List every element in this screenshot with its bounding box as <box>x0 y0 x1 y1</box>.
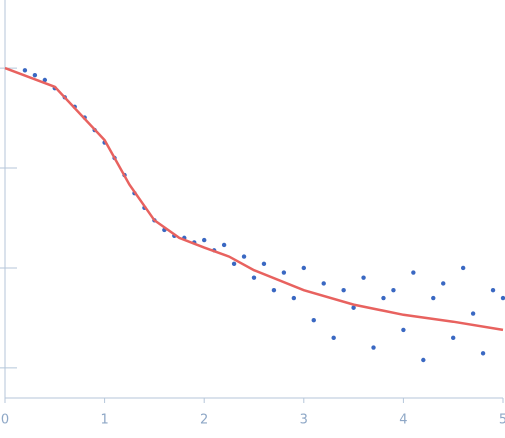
data-point <box>22 68 28 73</box>
data-point <box>460 265 466 271</box>
data-point <box>500 295 505 301</box>
x-tick-label: 1 <box>100 413 108 428</box>
data-point <box>480 351 486 356</box>
x-tick-label: 3 <box>300 413 308 428</box>
data-point <box>221 242 227 248</box>
data-point <box>261 261 267 267</box>
data-point <box>451 335 456 341</box>
data-point <box>401 327 406 333</box>
data-point <box>490 287 496 293</box>
data-point <box>391 287 396 293</box>
data-point <box>351 305 356 310</box>
data-point <box>231 261 237 267</box>
data-point <box>32 72 38 78</box>
data-point <box>441 281 446 286</box>
data-point <box>281 270 287 275</box>
data-point <box>311 318 316 323</box>
data-point <box>42 77 48 83</box>
data-point <box>202 237 207 243</box>
data-point <box>271 287 277 293</box>
x-tick-label: 0 <box>1 413 9 428</box>
x-tick-label: 2 <box>200 413 208 428</box>
data-point <box>331 335 336 341</box>
x-tick-label: 5 <box>499 413 505 428</box>
data-point <box>411 270 416 275</box>
data-point <box>431 295 436 301</box>
x-tick-label: 4 <box>399 413 407 428</box>
data-point <box>241 254 247 259</box>
data-point <box>361 275 366 280</box>
data-point <box>251 275 257 280</box>
data-point <box>301 265 306 271</box>
fit-line <box>4 66 504 332</box>
data-point <box>381 295 386 301</box>
data-point <box>291 295 297 301</box>
data-point <box>470 311 476 316</box>
data-point <box>321 281 326 286</box>
data-point <box>371 345 376 350</box>
data-point <box>421 357 426 363</box>
data-point <box>341 287 346 293</box>
